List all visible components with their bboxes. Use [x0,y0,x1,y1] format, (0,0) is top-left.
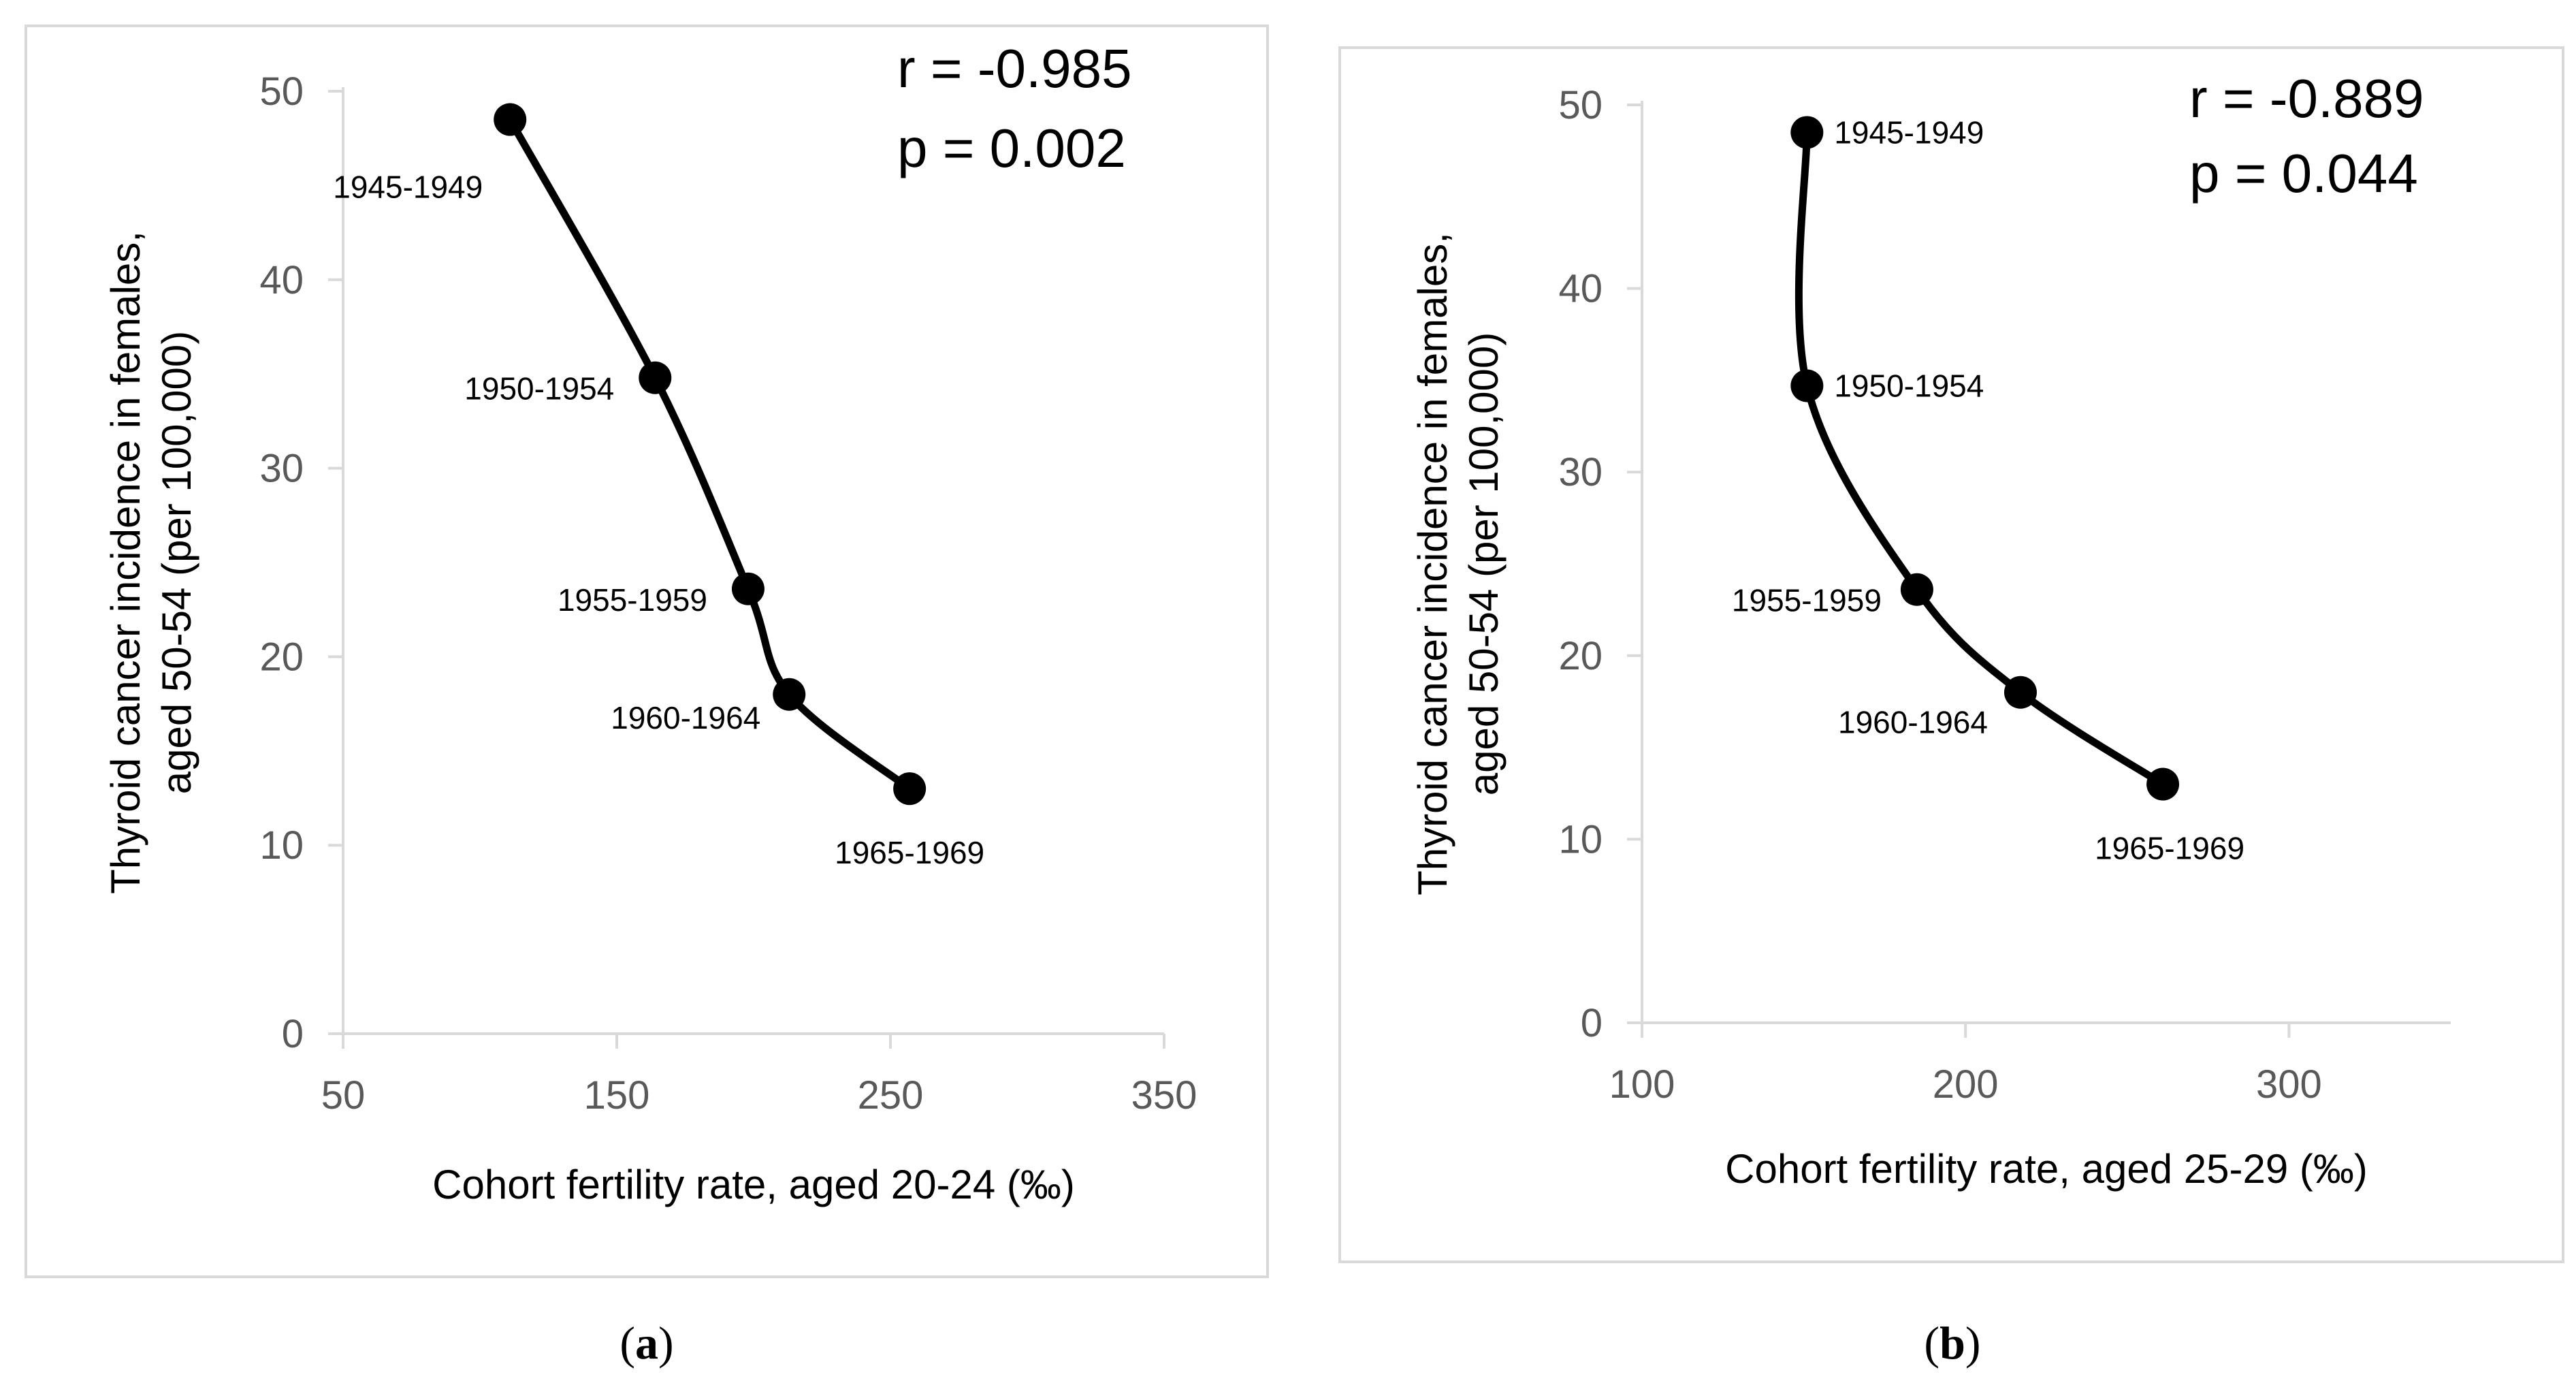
y-axis-title-line-1: Thyroid cancer incidence in females, [1410,232,1455,895]
x-tick-label: 300 [2256,1062,2322,1107]
x-axis-title: Cohort fertility rate, aged 25-29 (‰) [1725,1146,2368,1192]
y-axis-title-line-2: aged 50-54 (per 100,000) [1461,332,1507,796]
y-tick-label: 30 [259,447,304,491]
data-point-1950-1954 [1790,369,1824,402]
y-tick-label: 40 [1558,267,1603,311]
p-value: p = 0.002 [897,118,1126,178]
caption-open-paren: ( [619,1317,635,1369]
data-point-1965-1969 [893,772,927,806]
data-point-1965-1969 [2146,767,2180,801]
point-label: 1960-1964 [1838,705,1988,740]
caption-letter: a [635,1317,658,1369]
data-point-1950-1954 [639,361,672,394]
x-tick-label: 350 [1131,1073,1197,1117]
y-tick-label: 10 [1558,817,1603,861]
point-label: 1965-1969 [2095,831,2244,866]
y-axis-title: Thyroid cancer incidence in females, aged… [103,231,199,894]
panel-b-frame [1338,46,2564,1263]
correlation-r: r = -0.889 [2189,68,2424,129]
x-tick-label: 150 [584,1073,650,1117]
y-tick-label: 20 [259,635,304,679]
y-axis-title: Thyroid cancer incidence in females, aged… [1410,232,1507,895]
y-tick-label: 0 [282,1012,304,1056]
p-value: p = 0.044 [2189,143,2418,204]
point-label: 1945-1949 [1834,114,1984,150]
point-label: 1955-1959 [1732,583,1882,618]
x-tick-label: 50 [321,1073,366,1117]
caption-close-paren: ) [1965,1317,1981,1369]
y-tick-label: 50 [1558,83,1603,127]
panel-b: 0 10 20 30 40 50 100 200 300 Cohort fertility rat… [1338,46,2564,1369]
y-tick-label: 30 [1558,450,1603,494]
series-line [1794,128,2167,788]
y-tick-label: 40 [259,258,304,302]
data-point-1945-1949 [494,103,527,136]
y-axis-title-line-2: aged 50-54 (per 100,000) [154,331,199,795]
y-tick-label: 20 [1558,634,1603,678]
series-line [506,116,914,793]
point-label: 1960-1964 [611,700,760,735]
x-axis-title: Cohort fertility rate, aged 20-24 (‰) [432,1162,1075,1207]
point-label: 1955-1959 [558,582,707,618]
data-point-1955-1959 [731,572,764,605]
data-point-1945-1949 [1790,116,1824,149]
y-tick-label: 10 [259,823,304,868]
y-tick-label: 0 [1581,1001,1603,1045]
y-axis-title-line-1: Thyroid cancer incidence in females, [103,231,148,894]
y-tick-label: 50 [259,69,304,114]
data-point-1960-1964 [2003,676,2037,709]
panel-caption: (b) [1924,1317,1980,1369]
data-point-1955-1959 [1900,573,1933,606]
caption-close-paren: ) [658,1317,674,1369]
x-tick-label: 100 [1609,1062,1675,1107]
data-point-1960-1964 [773,678,806,711]
point-label: 1945-1949 [333,170,483,205]
point-label: 1950-1954 [1834,368,1984,403]
x-tick-label: 200 [1933,1062,1999,1107]
panel-a-frame [25,25,1269,1278]
caption-open-paren: ( [1924,1317,1939,1369]
panel-caption: (a) [619,1317,673,1369]
correlation-r: r = -0.985 [897,38,1132,99]
x-tick-label: 250 [858,1073,924,1117]
panel-a: 0 10 20 30 40 50 50 150 250 350 Cohort fertility r… [25,25,1269,1369]
point-label: 1950-1954 [464,371,614,407]
point-label: 1965-1969 [835,835,984,870]
caption-letter: b [1939,1317,1965,1369]
